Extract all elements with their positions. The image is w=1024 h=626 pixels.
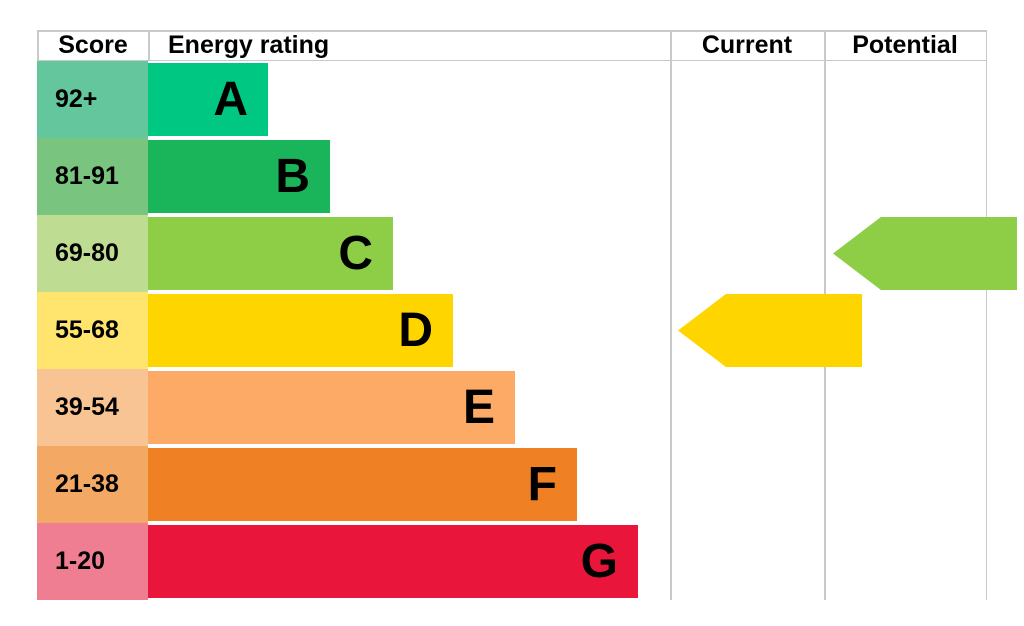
score-range-e: 39-54 [37,369,148,446]
current-column-divider [670,30,672,600]
score-rating-divider [148,30,150,61]
energy-rating-column-header: Energy rating [168,31,330,59]
band-row-e: 39-54 E [0,369,1024,446]
rating-bar-g: G [148,525,638,598]
band-letter-d: D [398,304,433,357]
rating-bar-e: E [148,371,515,444]
band-letter-a: A [213,73,248,126]
current-column-header: Current [701,31,793,59]
band-letter-c: C [338,227,373,280]
band-row-c: 69-80 C [0,215,1024,292]
score-range-g: 1-20 [37,523,148,600]
score-range-b: 81-91 [37,138,148,215]
rating-bar-b: B [148,140,330,213]
rating-bar-c: C [148,217,393,290]
rating-bar-d: D [148,294,453,367]
score-range-a: 92+ [37,61,148,138]
header-left-line [37,30,39,61]
rating-bar-a: A [148,63,268,136]
band-letter-g: G [580,535,618,588]
band-letter-e: E [462,381,495,434]
score-range-d: 55-68 [37,292,148,369]
header-bottom-line [37,59,987,61]
band-row-d: 55-68 D [0,292,1024,369]
header-top-line [37,30,987,32]
potential-column-header: Potential [852,31,958,59]
score-range-c: 69-80 [37,215,148,292]
rating-bar-f: F [148,448,577,521]
band-row-a: 92+ A [0,61,1024,138]
band-letter-b: B [275,150,310,203]
score-range-f: 21-38 [37,446,148,523]
band-letter-f: F [527,458,557,511]
right-border-line [985,30,987,600]
score-column-header: Score [58,31,128,59]
band-row-b: 81-91 B [0,138,1024,215]
band-row-f: 21-38 F [0,446,1024,523]
band-row-g: 1-20 G [0,523,1024,600]
